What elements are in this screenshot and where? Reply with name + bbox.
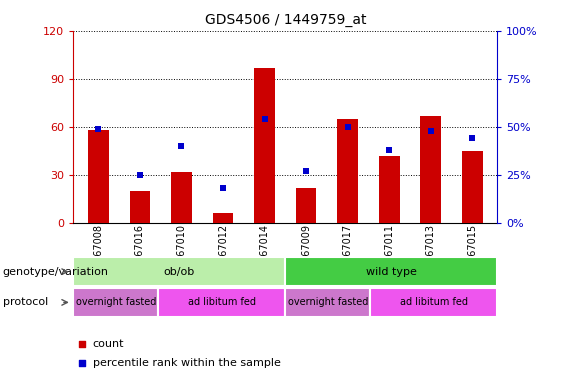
Bar <box>73 257 285 286</box>
Bar <box>420 116 441 223</box>
Text: ad libitum fed: ad libitum fed <box>188 297 256 308</box>
Text: ob/ob: ob/ob <box>164 266 195 277</box>
Point <box>77 360 86 366</box>
Bar <box>370 288 497 317</box>
Point <box>260 116 269 122</box>
Point <box>343 124 352 130</box>
Point <box>94 126 103 132</box>
Bar <box>337 119 358 223</box>
Point <box>468 135 477 141</box>
Point <box>302 168 311 174</box>
Text: count: count <box>93 339 124 349</box>
Text: overnight fasted: overnight fasted <box>288 297 368 308</box>
Bar <box>158 288 285 317</box>
Point <box>385 147 394 153</box>
Point <box>426 127 435 134</box>
Text: genotype/variation: genotype/variation <box>3 266 109 277</box>
Bar <box>212 213 233 223</box>
Bar <box>254 68 275 223</box>
Point <box>136 172 145 178</box>
Text: overnight fasted: overnight fasted <box>76 297 156 308</box>
Bar <box>88 130 108 223</box>
Text: ad libitum fed: ad libitum fed <box>399 297 468 308</box>
Point <box>219 185 228 191</box>
Title: GDS4506 / 1449759_at: GDS4506 / 1449759_at <box>205 13 366 27</box>
Bar <box>129 191 150 223</box>
Bar <box>171 172 192 223</box>
Bar <box>462 151 483 223</box>
Bar <box>73 288 158 317</box>
Text: protocol: protocol <box>3 297 48 308</box>
Bar <box>285 288 370 317</box>
Point <box>77 341 86 347</box>
Text: percentile rank within the sample: percentile rank within the sample <box>93 358 280 368</box>
Bar <box>295 187 316 223</box>
Bar <box>285 257 497 286</box>
Bar <box>379 156 399 223</box>
Point <box>177 143 186 149</box>
Text: wild type: wild type <box>366 266 417 277</box>
